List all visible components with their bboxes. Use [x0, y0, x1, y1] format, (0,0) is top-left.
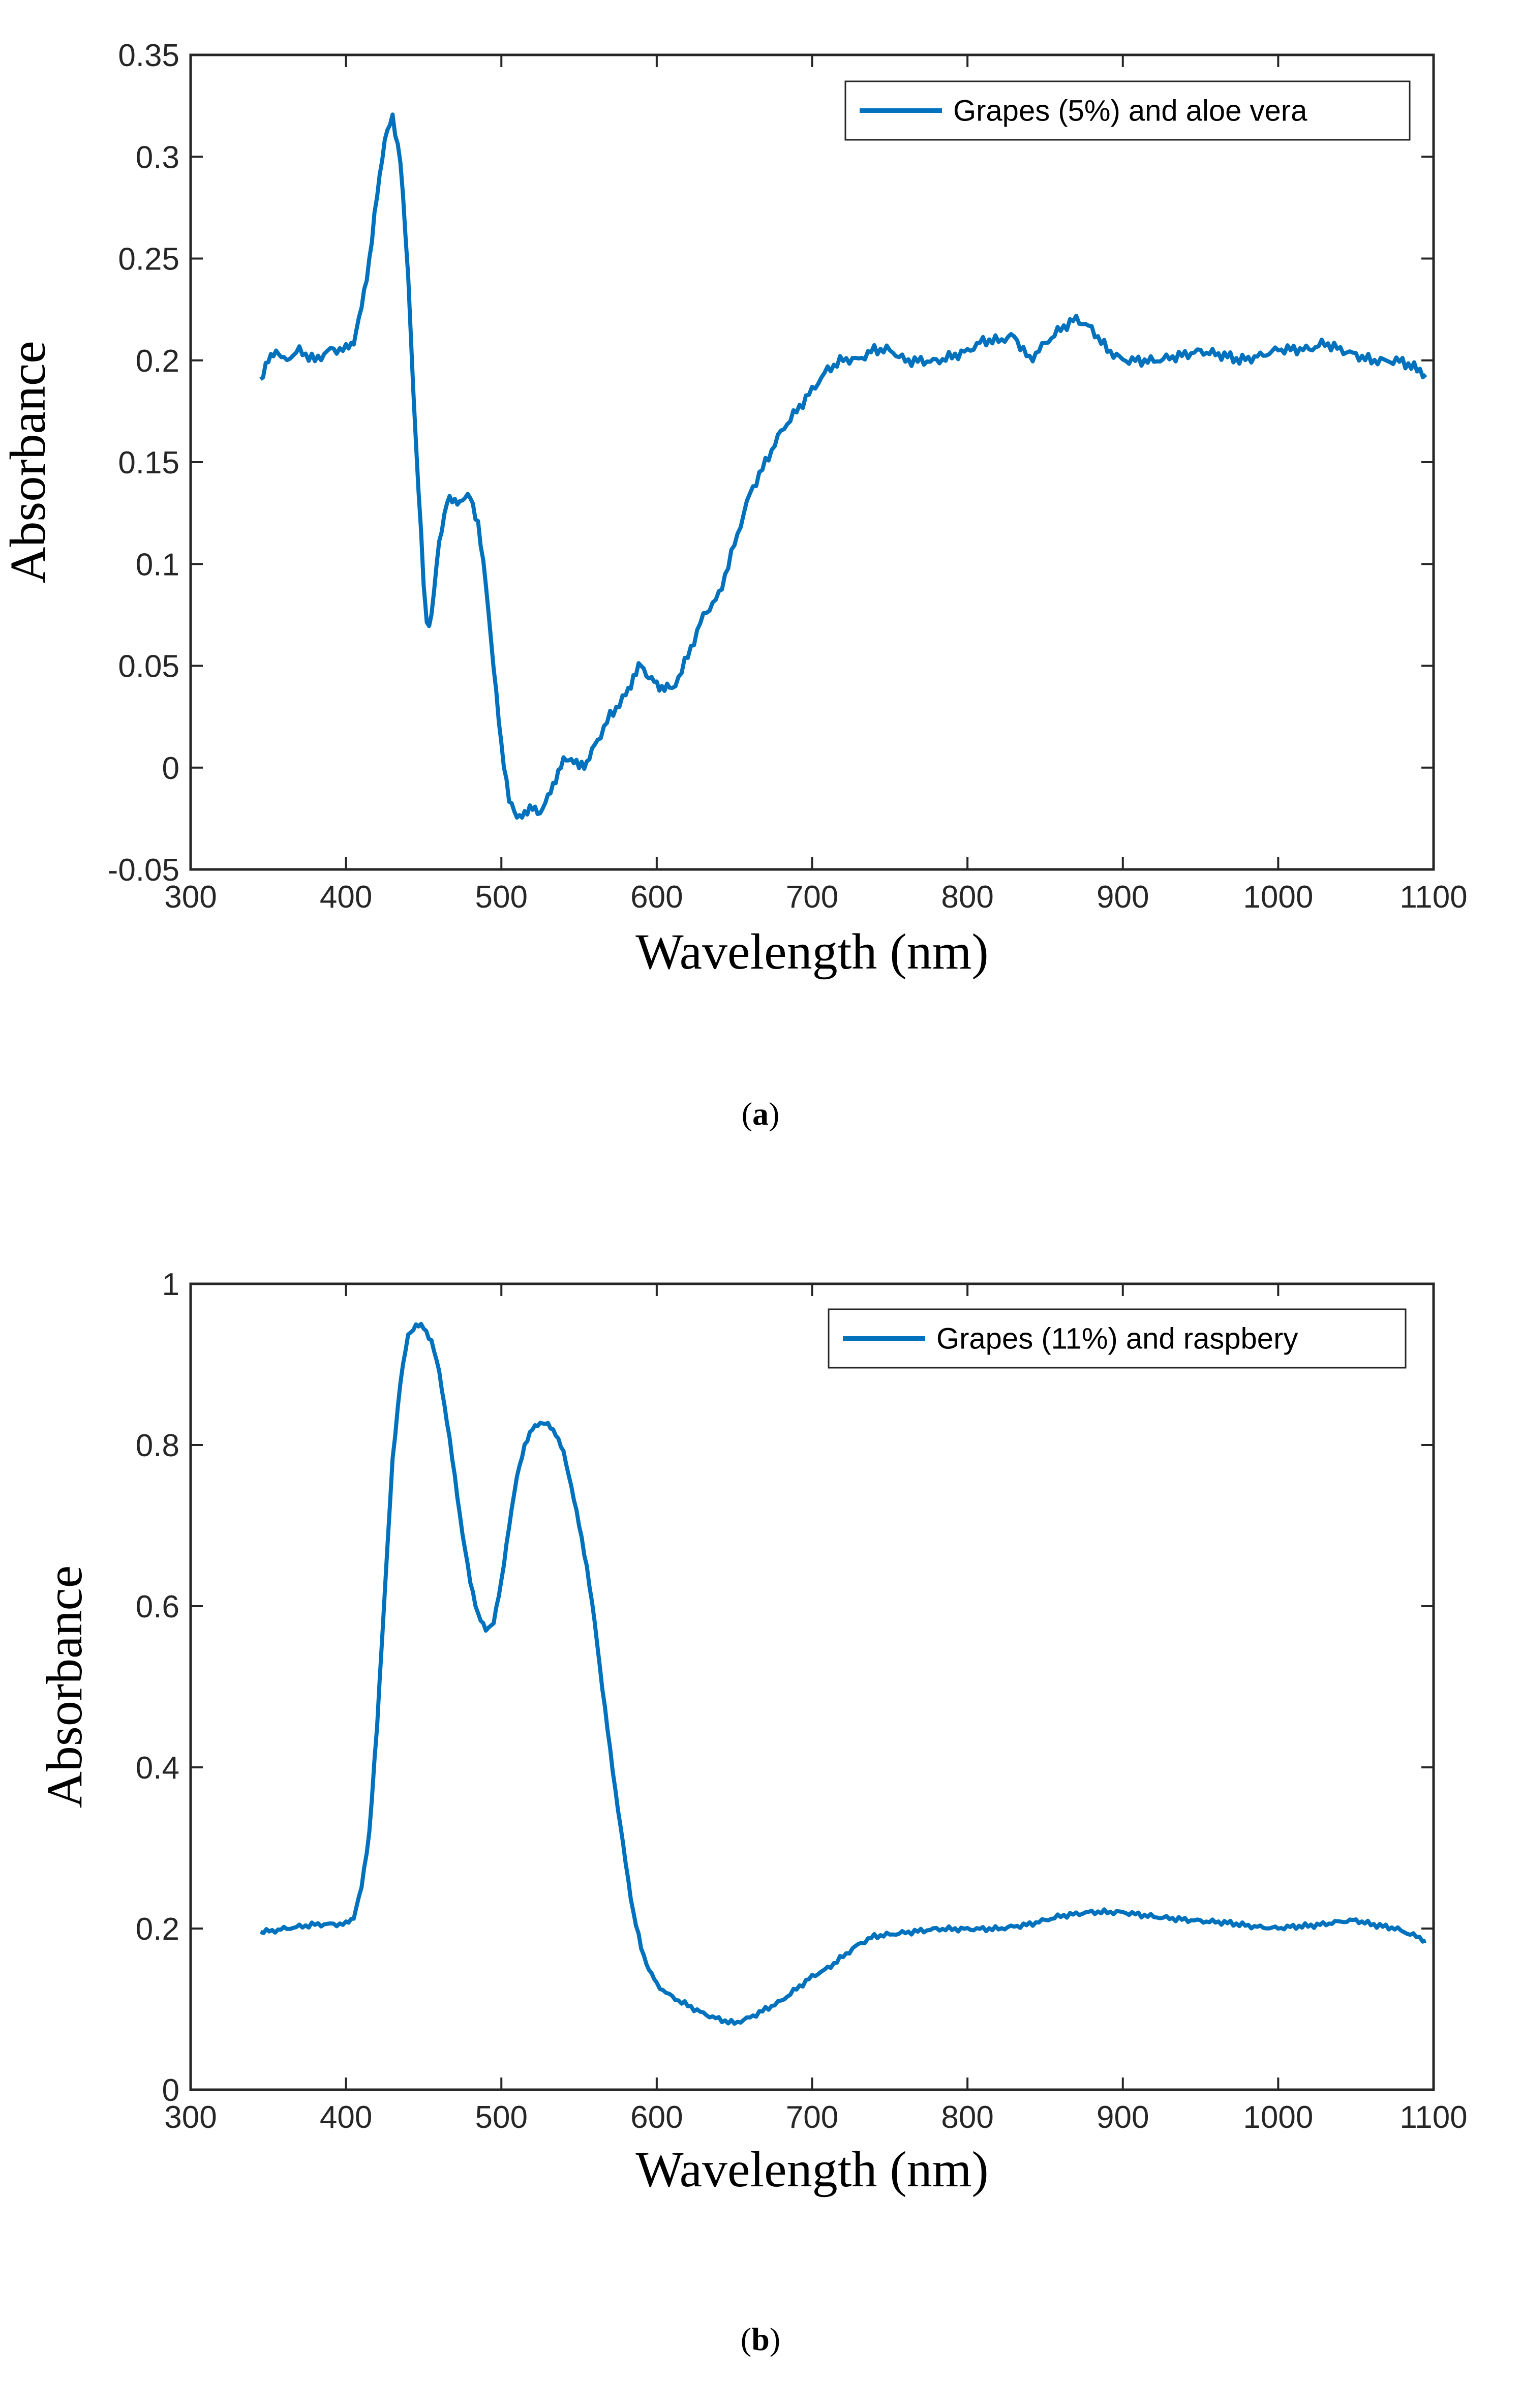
chart-a-x-tick-label: 400	[320, 880, 372, 915]
chart-b-caption: (b)	[741, 2321, 780, 2357]
chart-b-x-axis: 300 400 500 600 700 800 900 1000 1100	[164, 1284, 1468, 2135]
chart-a-caption: (a)	[742, 1096, 780, 1132]
chart-a-y-tick-label: 0.35	[118, 38, 179, 73]
chart-b-y-tick-label: 0.6	[136, 1589, 179, 1624]
chart-a: 300 400 500 600 700 800 900 1000 1100 -0.05 0 0.05…	[0, 0, 1521, 1195]
chart-a-y-axis-title: Absorbance	[0, 341, 56, 584]
chart-b-x-tick-label: 300	[164, 2100, 217, 2135]
chart-a-x-tick-label: 1100	[1400, 880, 1467, 915]
chart-a-x-tick-label: 500	[475, 880, 528, 915]
chart-a-x-tick-label: 700	[786, 880, 838, 915]
chart-b-x-tick-label: 600	[630, 2100, 683, 2135]
chart-b: 300 400 500 600 700 800 900 1000 1100 0 0.2 0.4 0.6…	[36, 1267, 1468, 2357]
chart-b-x-tick-label: 1000	[1243, 2100, 1313, 2135]
chart-a-y-tick-label: 0.3	[136, 140, 179, 175]
chart-b-axes-box	[189, 1282, 1435, 2091]
chart-a-y-tick-label: 0	[162, 751, 179, 786]
chart-b-caption-open: (	[741, 2321, 751, 2357]
chart-a-x-tick-label: 800	[941, 880, 993, 915]
chart-b-caption-close: )	[770, 2321, 780, 2357]
chart-a-x-tick-label: 1000	[1243, 880, 1313, 915]
chart-a-y-tick-label: 0.15	[118, 445, 179, 480]
chart-a-x-axis-title: Wavelength (nm)	[635, 923, 988, 980]
chart-a-legend: Grapes (5%) and aloe vera	[844, 80, 1411, 141]
chart-b-x-tick-label: 400	[320, 2100, 372, 2135]
chart-a-y-tick-label: 0.05	[118, 649, 179, 684]
chart-b-series-line	[259, 1321, 1426, 2026]
chart-a-caption-close: )	[769, 1096, 779, 1132]
chart-b-x-tick-label: 700	[786, 2100, 838, 2135]
chart-a-x-axis: 300 400 500 600 700 800 900 1000 1100	[164, 55, 1468, 915]
chart-b-legend: Grapes (11%) and raspbery	[828, 1308, 1407, 1369]
chart-b-x-tick-label: 900	[1097, 2100, 1149, 2135]
chart-b-x-axis-title: Wavelength (nm)	[635, 2141, 988, 2198]
chart-b-y-tick-label: 0	[162, 2073, 179, 2108]
chart-a-series-line	[259, 112, 1427, 820]
chart-a-y-tick-label: 0.2	[136, 344, 179, 379]
chart-b-y-tick-label: 0.8	[136, 1428, 179, 1463]
chart-a-legend-label: Grapes (5%) and aloe vera	[953, 95, 1307, 128]
chart-b-y-tick-label: 0.4	[136, 1751, 179, 1786]
chart-b-x-tick-label: 500	[475, 2100, 528, 2135]
chart-b-y-tick-label: 1	[162, 1267, 179, 1302]
chart-a-y-axis: -0.05 0 0.05 0.1 0.15 0.2 0.25 0.3 0.35	[108, 38, 1434, 888]
chart-a-caption-open: (	[742, 1096, 752, 1132]
chart-a-x-tick-label: 600	[630, 880, 683, 915]
chart-a-y-tick-label: 0.1	[136, 547, 179, 582]
chart-b-y-axis: 0 0.2 0.4 0.6 0.8 1	[136, 1267, 1434, 2108]
chart-b-legend-label: Grapes (11%) and raspbery	[936, 1322, 1298, 1356]
chart-a-x-tick-label: 900	[1097, 880, 1149, 915]
chart-b-y-tick-label: 0.2	[136, 1912, 179, 1947]
chart-b-y-axis-title: Absorbance	[36, 1566, 93, 1809]
chart-a-y-tick-label: -0.05	[108, 853, 179, 888]
chart-a-x-tick-label: 300	[164, 880, 217, 915]
chart-b-x-tick-label: 1100	[1400, 2100, 1467, 2135]
chart-b-x-tick-label: 800	[941, 2100, 993, 2135]
chart-a-background	[0, 0, 1521, 1195]
chart-a-y-tick-label: 0.25	[118, 242, 179, 277]
chart-b-caption-letter: b	[751, 2321, 770, 2357]
chart-a-caption-letter: a	[752, 1096, 769, 1132]
